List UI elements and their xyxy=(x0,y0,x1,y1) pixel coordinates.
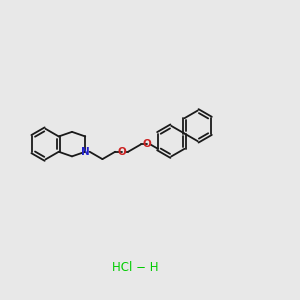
Text: O: O xyxy=(117,147,126,157)
Text: N: N xyxy=(81,147,90,157)
Text: O: O xyxy=(143,140,152,149)
Text: HCl − H: HCl − H xyxy=(112,261,158,274)
